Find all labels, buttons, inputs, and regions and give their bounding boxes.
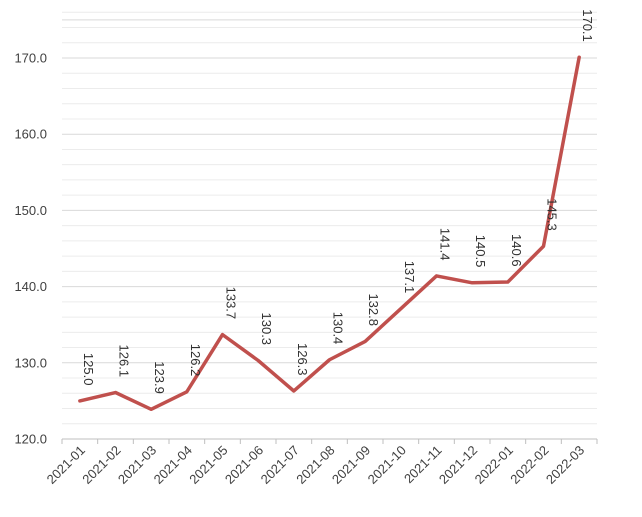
x-tick-label: 2021-03 — [115, 443, 159, 487]
x-tick-label: 2021-12 — [436, 443, 480, 487]
x-tick-label: 2021-04 — [151, 443, 195, 487]
y-tick-label: 150.0 — [14, 203, 47, 218]
x-tick-label: 2021-01 — [44, 443, 88, 487]
data-labels: 125.0 126.1 123.9 126.2 133.7 130.3 126.3 130.4… — [81, 9, 595, 394]
data-label: 126.1 — [117, 345, 132, 378]
x-tick-label: 2021-08 — [293, 443, 337, 487]
x-tick-label: 2022-01 — [472, 443, 516, 487]
data-label: 126.3 — [295, 343, 310, 376]
gridlines — [62, 11, 597, 425]
data-label: 132.8 — [366, 293, 381, 326]
data-point — [542, 244, 546, 248]
data-label: 140.5 — [473, 235, 488, 268]
data-point — [435, 274, 439, 278]
data-label: 126.2 — [188, 344, 203, 377]
data-point — [363, 339, 367, 343]
data-point — [328, 358, 332, 362]
x-tick-label: 2021-10 — [365, 443, 409, 487]
data-label: 123.9 — [152, 361, 167, 394]
data-point — [149, 407, 153, 411]
data-point — [221, 333, 225, 337]
data-point — [185, 390, 189, 394]
series-line — [78, 55, 581, 412]
x-tick-label: 2021-06 — [222, 443, 266, 487]
data-label: 133.7 — [224, 287, 239, 320]
x-tick-label: 2021-02 — [79, 443, 123, 487]
data-point — [399, 307, 403, 311]
data-point — [506, 280, 510, 284]
data-label: 145.3 — [545, 198, 560, 231]
x-tick-label: 2021-05 — [186, 443, 230, 487]
data-point — [256, 359, 260, 363]
data-point — [114, 391, 118, 395]
x-tick-label: 2021-09 — [329, 443, 373, 487]
series — [78, 55, 581, 412]
data-point — [470, 281, 474, 285]
data-label: 130.3 — [259, 313, 274, 346]
data-label: 140.6 — [509, 234, 524, 267]
data-point — [577, 55, 581, 59]
y-tick-label: 140.0 — [14, 279, 47, 294]
x-tick-label: 2022-03 — [543, 443, 587, 487]
data-label: 141.4 — [438, 228, 453, 261]
axes: 120.0130.0140.0150.0160.0170.02021-01202… — [14, 51, 598, 487]
y-tick-label: 170.0 — [14, 51, 47, 66]
x-tick-label: 2021-07 — [258, 443, 302, 487]
data-point — [292, 389, 296, 393]
data-point — [78, 399, 82, 403]
data-label: 170.1 — [580, 9, 595, 42]
y-tick-label: 120.0 — [14, 432, 47, 447]
data-label: 125.0 — [81, 353, 96, 386]
data-label: 137.1 — [402, 261, 417, 294]
y-tick-label: 130.0 — [14, 355, 47, 370]
y-tick-label: 160.0 — [14, 127, 47, 142]
data-label: 130.4 — [331, 312, 346, 345]
x-tick-label: 2022-02 — [507, 443, 551, 487]
